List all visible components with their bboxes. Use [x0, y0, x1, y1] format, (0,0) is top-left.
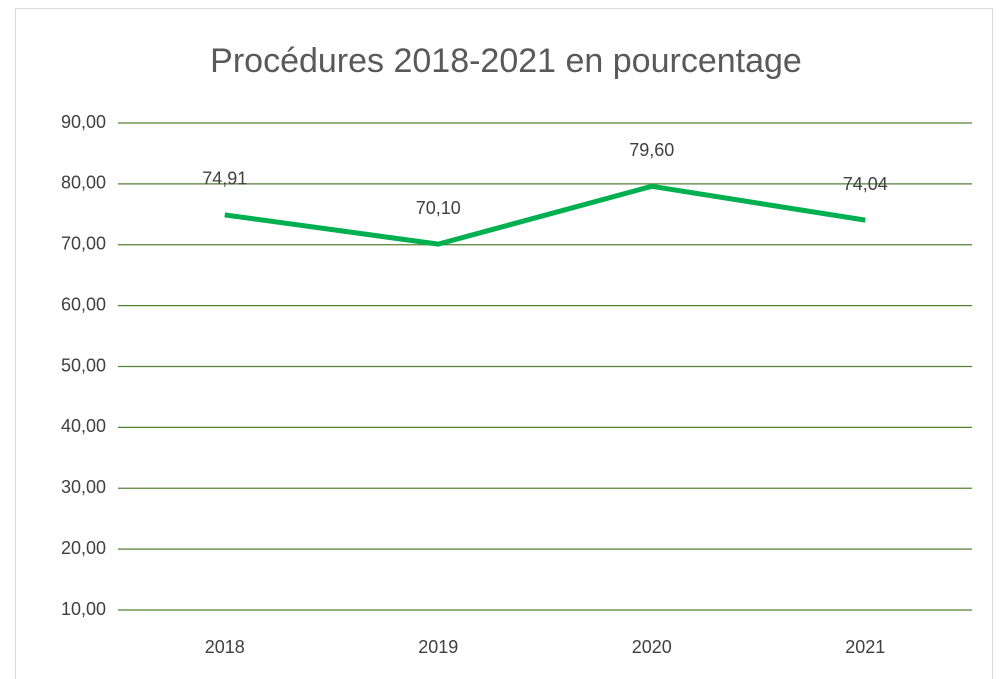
y-tick-label: 80,00	[61, 173, 106, 193]
x-tick-label: 2018	[205, 637, 245, 657]
y-tick-label: 90,00	[61, 112, 106, 132]
x-tick-label: 2019	[418, 637, 458, 657]
y-tick-label: 70,00	[61, 234, 106, 254]
data-label: 70,10	[416, 198, 461, 218]
y-tick-label: 60,00	[61, 294, 106, 314]
y-tick-label: 50,00	[61, 355, 106, 375]
y-tick-label: 40,00	[61, 416, 106, 436]
y-tick-label: 30,00	[61, 477, 106, 497]
data-label: 74,04	[843, 174, 888, 194]
x-tick-label: 2020	[632, 637, 672, 657]
y-tick-label: 10,00	[61, 599, 106, 619]
chart-border	[15, 8, 993, 679]
data-label: 79,60	[629, 140, 674, 160]
chart-title: Procédures 2018-2021 en pourcentage	[210, 42, 802, 80]
data-label: 74,91	[202, 169, 247, 189]
x-tick-label: 2021	[845, 637, 885, 657]
data-line	[224, 183, 866, 247]
y-tick-label: 20,00	[61, 538, 106, 558]
